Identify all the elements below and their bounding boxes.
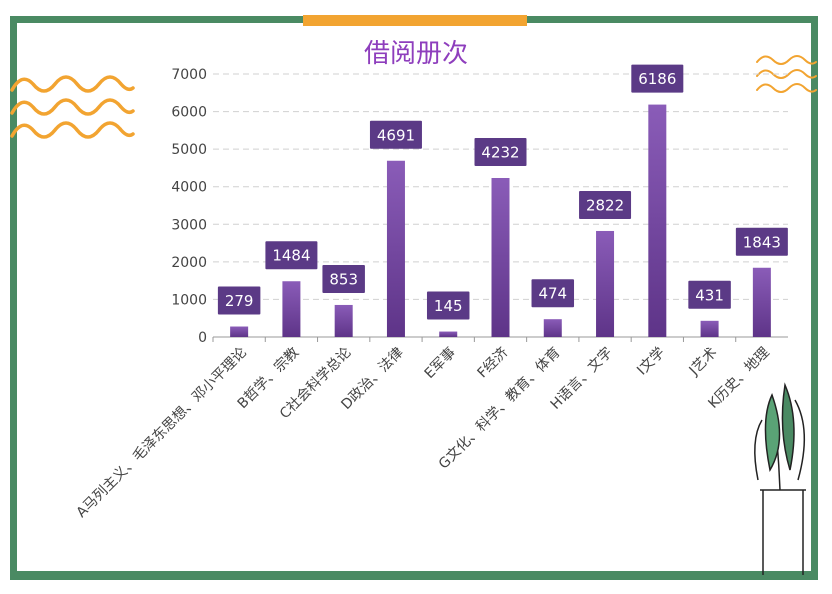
bar	[386, 160, 405, 337]
data-label-box	[735, 227, 788, 256]
bar	[439, 331, 458, 337]
data-label-box	[265, 241, 318, 270]
bar	[282, 281, 301, 337]
bar	[491, 177, 510, 337]
x-tick-label: I文学	[634, 345, 668, 379]
data-label-box	[369, 120, 422, 149]
data-label: 4691	[377, 126, 415, 144]
bar	[230, 326, 249, 337]
x-tick-label: E军事	[422, 345, 459, 382]
y-tick-label: 3000	[171, 217, 207, 233]
y-tick-label: 4000	[171, 180, 207, 196]
bar	[648, 104, 667, 337]
data-label: 279	[225, 292, 254, 310]
bar	[596, 230, 615, 337]
y-tick-label: 1000	[171, 292, 207, 308]
data-label: 474	[538, 285, 567, 303]
data-label: 431	[695, 286, 724, 304]
y-tick-label: 2000	[171, 255, 207, 271]
bar	[700, 320, 719, 337]
data-label: 853	[329, 270, 358, 288]
x-tick-label: J艺术	[686, 345, 721, 380]
data-label-box	[688, 280, 731, 309]
data-label: 145	[434, 297, 463, 315]
data-label: 1484	[272, 247, 310, 265]
data-label-box	[426, 291, 470, 320]
y-tick-label: 0	[198, 330, 207, 346]
data-label-box	[531, 279, 575, 308]
data-label: 4232	[481, 143, 519, 161]
y-tick-label: 5000	[171, 142, 207, 158]
wave-decoration-right	[756, 55, 817, 93]
y-tick-label: 7000	[171, 67, 207, 83]
data-labels: 279 1484 853 4691 145 4232 474 2822 6186 431 1843	[217, 64, 788, 320]
chart-title: 借阅册次	[364, 39, 468, 69]
data-label: 2822	[586, 196, 624, 214]
data-label-box	[322, 264, 365, 293]
data-label-box	[631, 64, 684, 93]
wave-decoration-left	[10, 75, 135, 139]
bar	[543, 319, 562, 337]
bars	[230, 104, 771, 337]
x-tick-label: F经济	[475, 345, 512, 382]
axes: 0 1000 2000 3000 4000 5000 6000 7000	[171, 67, 788, 346]
y-tick-label: 6000	[171, 105, 207, 121]
data-label-box	[474, 137, 527, 166]
data-label-box	[217, 286, 261, 315]
data-label-box	[579, 190, 632, 219]
x-tick-label: A马列主义、毛泽东思想、邓小平理论	[73, 345, 249, 521]
top-accent-bar	[303, 15, 527, 26]
bar	[752, 267, 771, 337]
data-label: 1843	[743, 233, 781, 251]
plant-decoration	[754, 382, 806, 575]
data-label: 6186	[638, 70, 676, 88]
bar	[334, 304, 353, 337]
